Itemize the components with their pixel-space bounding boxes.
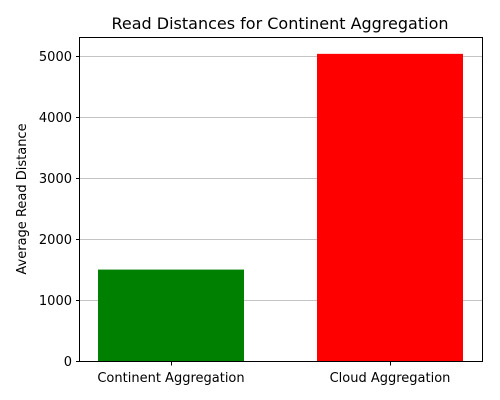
y-tick-label: 0 [64,355,72,370]
chart-title: Read Distances for Continent Aggregation [112,14,449,33]
y-axis-label: Average Read Distance [15,123,30,274]
y-tick-label: 2000 [39,233,72,248]
x-tick-label: Continent Aggregation [97,371,244,386]
y-tick-label: 5000 [39,50,72,65]
y-tick-label: 1000 [39,294,72,309]
x-axis-ticks: Continent Aggregation Cloud Aggregation [97,361,451,386]
plot-area-frame [79,37,483,362]
bar-continent-aggregation [98,269,244,361]
bars [98,53,463,362]
bar-cloud-aggregation [317,53,463,362]
y-tick-label: 3000 [39,172,72,187]
y-tick-label: 4000 [39,111,72,126]
x-tick-label: Cloud Aggregation [330,371,451,386]
y-axis-ticks: 0 1000 2000 3000 4000 5000 [39,50,80,370]
